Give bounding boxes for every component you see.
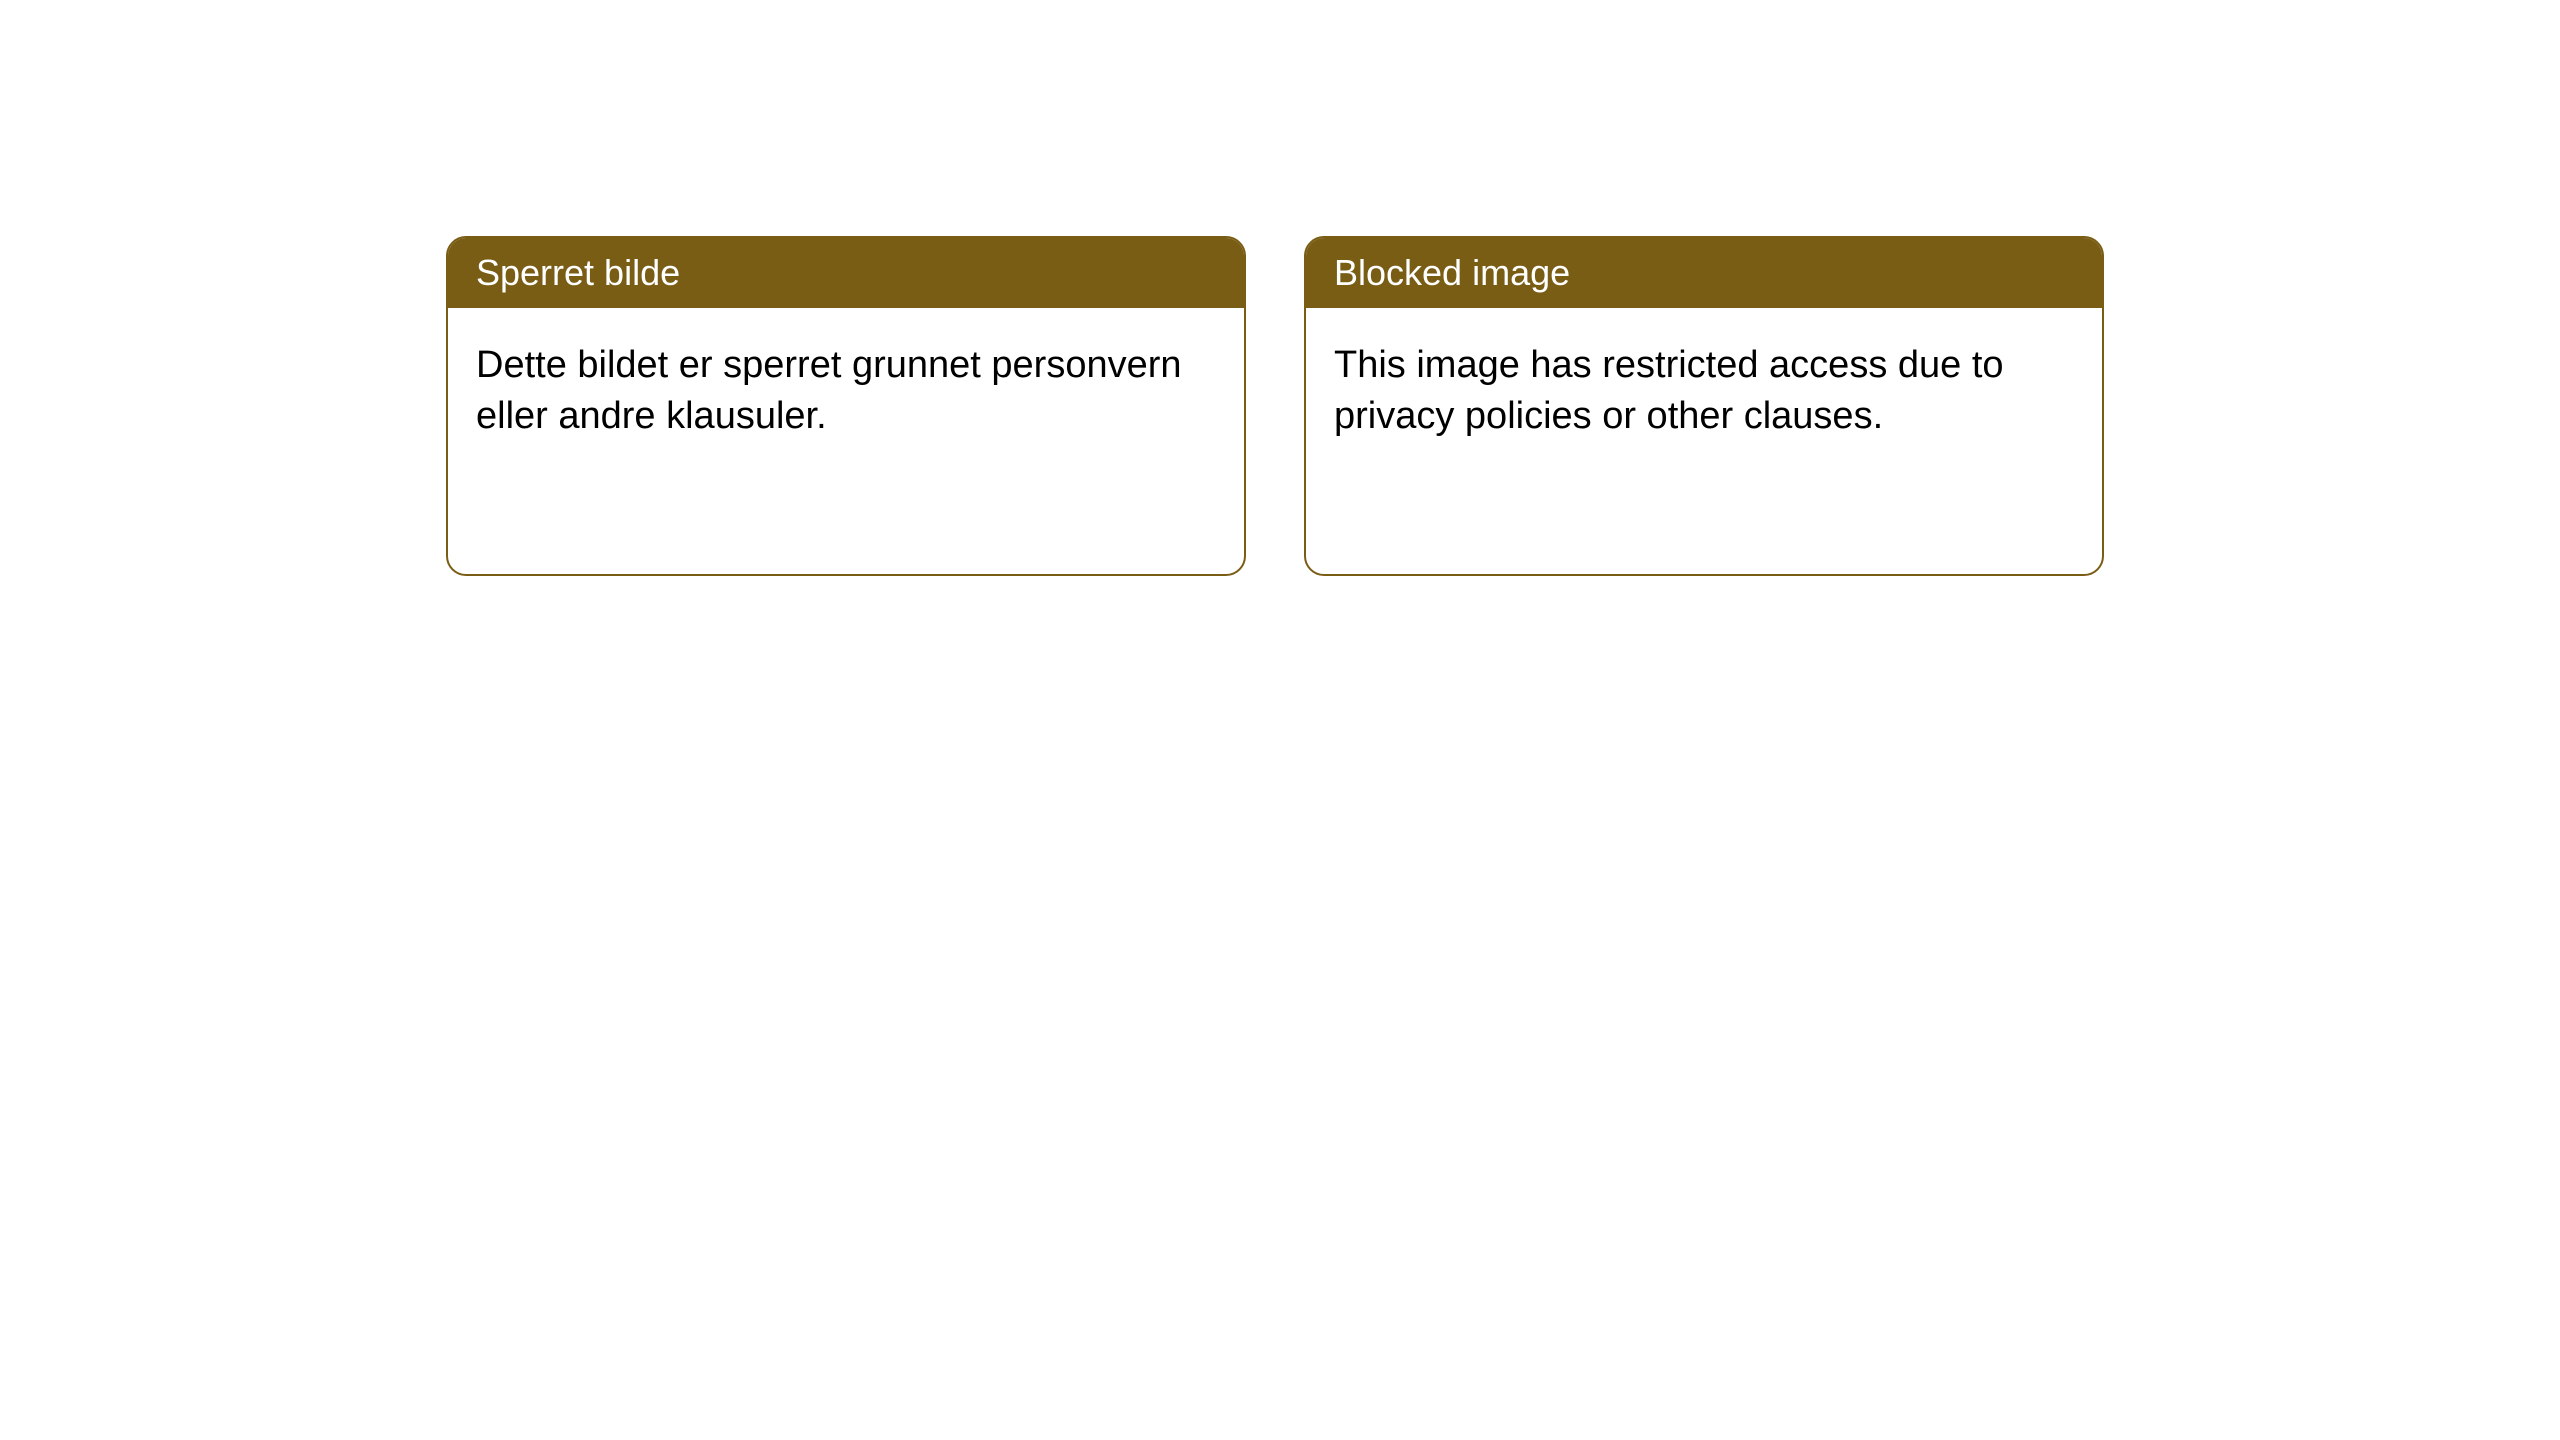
notice-card-body: Dette bildet er sperret grunnet personve…: [448, 308, 1244, 475]
notice-card-norwegian: Sperret bilde Dette bildet er sperret gr…: [446, 236, 1246, 576]
notice-card-english: Blocked image This image has restricted …: [1304, 236, 2104, 576]
notice-card-header: Sperret bilde: [448, 238, 1244, 308]
notice-card-header: Blocked image: [1306, 238, 2102, 308]
notice-container: Sperret bilde Dette bildet er sperret gr…: [446, 236, 2104, 576]
notice-card-body: This image has restricted access due to …: [1306, 308, 2102, 475]
